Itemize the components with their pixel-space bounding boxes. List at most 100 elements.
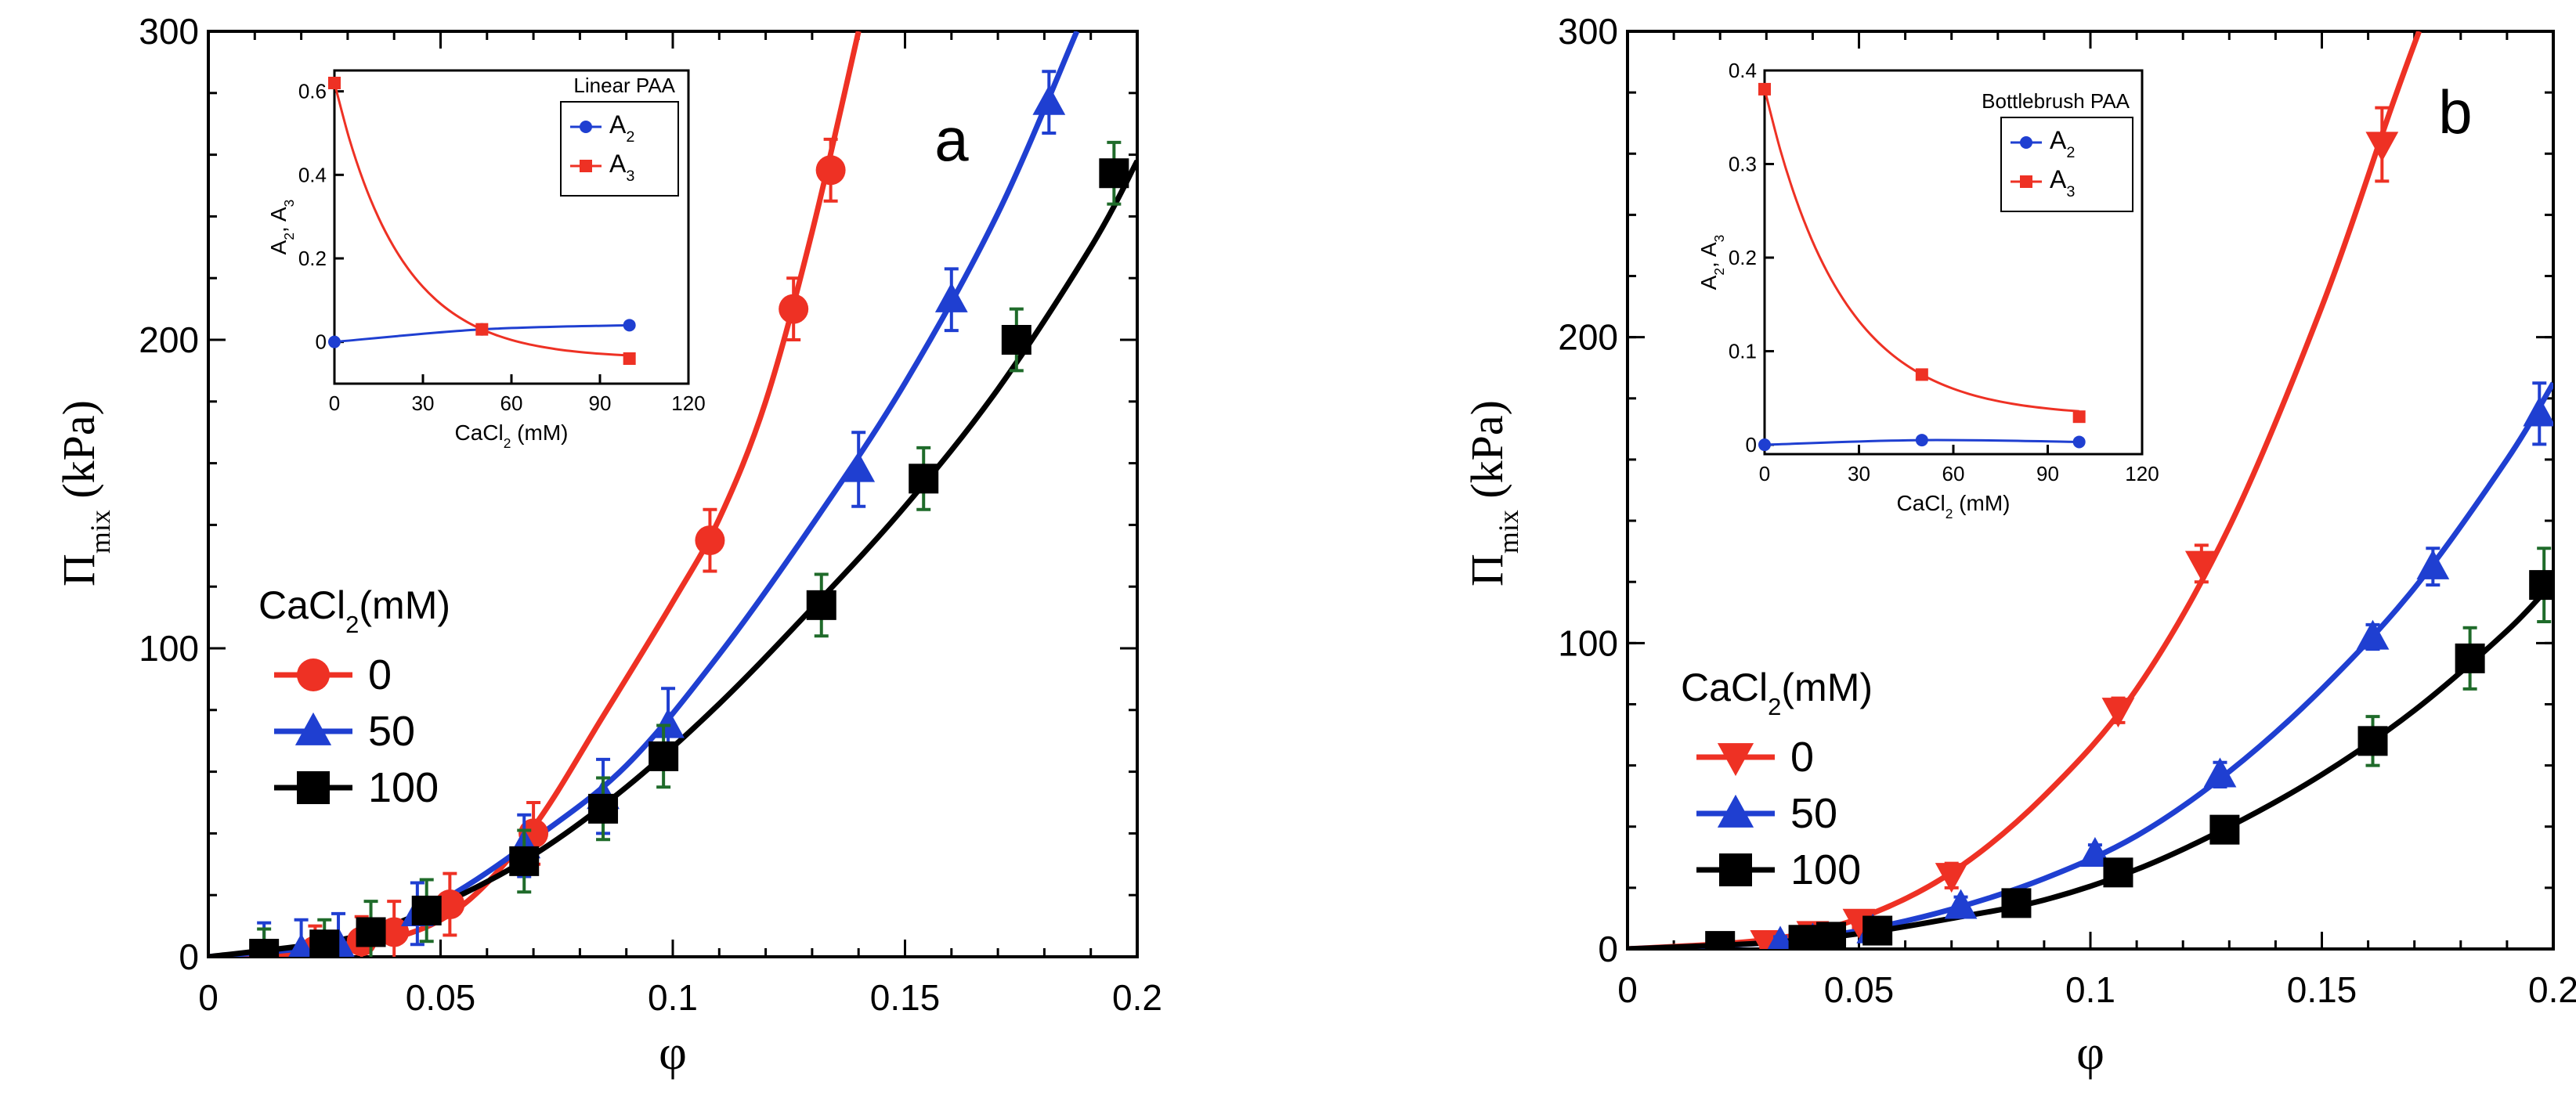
legend-label: 100 bbox=[368, 764, 439, 811]
data-point-0 bbox=[695, 525, 725, 556]
inset-legend-marker bbox=[2020, 175, 2032, 188]
inset-point-A3 bbox=[1758, 82, 1771, 96]
data-point-50 bbox=[842, 452, 876, 482]
data-point-100 bbox=[909, 464, 939, 494]
x-tick-label: 0.05 bbox=[406, 977, 476, 1018]
y-axis-label-text: Πmix (kPa) bbox=[53, 400, 116, 586]
legend-label: 0 bbox=[1790, 734, 1814, 781]
legend-title-part: 2 bbox=[345, 611, 359, 638]
data-point-100 bbox=[2455, 643, 2485, 673]
y-axis-label-text-part: (kPa) bbox=[1461, 400, 1512, 499]
inset-y-label-text-part: 2 bbox=[281, 233, 297, 240]
inset-point-A3 bbox=[328, 77, 341, 89]
legend-label: 50 bbox=[368, 708, 415, 755]
data-point-100 bbox=[588, 793, 619, 824]
inset-x-tick-label: 0 bbox=[1759, 462, 1770, 485]
x-tick-label: 0.05 bbox=[1824, 969, 1895, 1010]
data-point-100 bbox=[1001, 325, 1031, 355]
inset-y-tick-label: 0.4 bbox=[298, 163, 327, 186]
inset-legend-label: A3 bbox=[2050, 165, 2075, 200]
inset-x-tick-label: 60 bbox=[1942, 462, 1965, 485]
legend-title-part: (mM) bbox=[359, 583, 450, 627]
data-point-100 bbox=[806, 590, 836, 620]
y-tick-label: 200 bbox=[139, 319, 199, 360]
x-tick-label: 0.1 bbox=[648, 977, 698, 1018]
inset-y-tick-label: 0.3 bbox=[1729, 153, 1757, 176]
data-point-100 bbox=[1705, 931, 1736, 949]
data-point-100 bbox=[2209, 814, 2240, 845]
data-point-50 bbox=[2416, 549, 2450, 579]
inset-point-A2 bbox=[1915, 434, 1928, 447]
inset-legend-label-part: A bbox=[609, 150, 627, 178]
inset-y-tick-label: 0.2 bbox=[298, 247, 327, 270]
legend: CaCl2(mM) 0 50 100 bbox=[258, 583, 450, 811]
legend-title: CaCl2(mM) bbox=[258, 583, 450, 638]
fit-line-100 bbox=[1628, 579, 2553, 949]
legend-title-part: CaCl bbox=[1681, 666, 1768, 709]
inset-legend-label-part: 2 bbox=[626, 128, 634, 146]
inset-y-label-text-part: A bbox=[266, 240, 291, 254]
inset-x-label-part: (mM) bbox=[1953, 491, 2010, 515]
data-point-50 bbox=[934, 282, 968, 312]
inset-legend-label: A2 bbox=[609, 110, 634, 146]
data-point-100 bbox=[1862, 915, 1893, 946]
inset-legend-label-part: 3 bbox=[626, 168, 634, 185]
x-tick-label: 0.15 bbox=[870, 977, 941, 1018]
inset-y-label-text: A2, A3 bbox=[1696, 235, 1727, 290]
x-tick-label: 0.1 bbox=[2065, 969, 2115, 1010]
inset-title: Bottlebrush PAA bbox=[1982, 89, 2130, 113]
panel-label: b bbox=[2438, 78, 2472, 146]
legend-label: 0 bbox=[368, 651, 392, 698]
inset-y-label-text-part: 3 bbox=[281, 200, 297, 207]
data-point-100 bbox=[356, 917, 386, 947]
legend: CaCl2(mM) 0 50 100 bbox=[1681, 666, 1873, 893]
data-point-50 bbox=[2523, 396, 2553, 427]
inset-legend-label-part: A bbox=[2050, 126, 2067, 154]
inset-x-tick-label: 90 bbox=[589, 391, 612, 415]
data-point-0 bbox=[435, 889, 465, 920]
data-point-0 bbox=[1935, 863, 1968, 893]
data-point-0 bbox=[2184, 550, 2218, 581]
y-tick-label: 0 bbox=[179, 936, 199, 977]
inset-x-label: CaCl2 (mM) bbox=[455, 420, 569, 451]
inset-x-tick-label: 30 bbox=[1848, 462, 1870, 485]
data-point-100 bbox=[411, 895, 442, 925]
inset-y-label: A2, A3 bbox=[1696, 235, 1727, 290]
data-point-50 bbox=[2079, 837, 2112, 868]
y-tick-label: 100 bbox=[1558, 622, 1618, 663]
inset-y-label-text-part: 3 bbox=[1711, 235, 1727, 243]
y-axis-label-text-part: Π bbox=[1461, 554, 1512, 586]
inset-x-label-part: CaCl bbox=[1897, 491, 1946, 515]
inset-x-label-part: 2 bbox=[504, 435, 511, 451]
inset-legend-label: A3 bbox=[609, 150, 634, 185]
data-point-50 bbox=[1767, 925, 1794, 949]
inset-x-tick-label: 60 bbox=[500, 391, 523, 415]
inset-y-label-text-part: , A bbox=[266, 207, 291, 233]
inset-title: Linear PAA bbox=[573, 74, 675, 97]
inset-y-label: A2, A3 bbox=[266, 200, 297, 255]
data-point-50 bbox=[652, 708, 685, 738]
y-axis-label-text: Πmix (kPa) bbox=[1461, 400, 1524, 586]
data-point-50 bbox=[288, 933, 314, 957]
inset-legend-marker bbox=[580, 160, 592, 172]
inset-legend-box bbox=[2000, 117, 2133, 212]
y-tick-label: 0 bbox=[1598, 929, 1618, 969]
x-axis-label: φ bbox=[659, 1026, 687, 1080]
legend-marker-100 bbox=[1719, 853, 1752, 886]
legend-marker-0 bbox=[297, 658, 330, 691]
legend-title-part: (mM) bbox=[1781, 666, 1873, 709]
legend-marker-50 bbox=[1717, 794, 1754, 828]
inset-point-A2 bbox=[328, 335, 341, 348]
data-point-50 bbox=[1032, 85, 1066, 115]
data-point-100 bbox=[1788, 925, 1819, 949]
inset-legend-label-part: A bbox=[2050, 165, 2067, 193]
legend-title-part: 2 bbox=[1768, 693, 1781, 720]
data-point-100 bbox=[2529, 570, 2553, 601]
inset-x-label-part: (mM) bbox=[511, 420, 568, 445]
y-axis-label-text-part: mix bbox=[85, 510, 116, 554]
legend-marker-100 bbox=[297, 771, 330, 804]
